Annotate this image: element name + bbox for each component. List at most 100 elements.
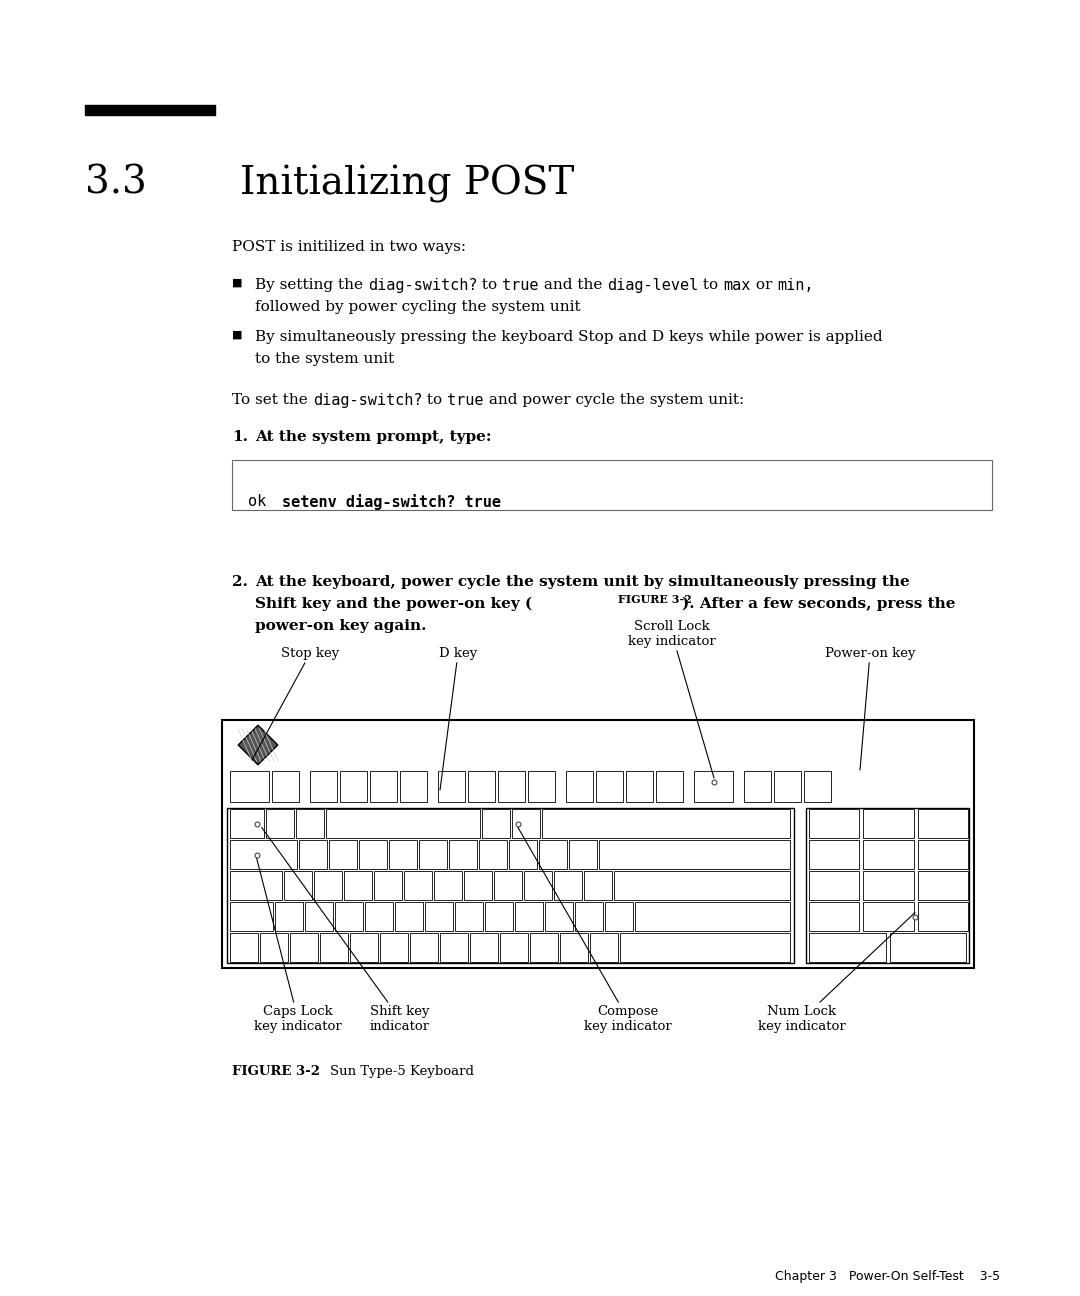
Bar xyxy=(530,933,558,962)
Bar xyxy=(275,902,303,931)
Bar xyxy=(809,840,859,870)
Bar xyxy=(480,840,507,870)
Text: Compose
key indicator: Compose key indicator xyxy=(518,828,672,1033)
Bar xyxy=(227,807,794,963)
Text: true: true xyxy=(447,393,484,408)
Bar xyxy=(806,807,969,963)
Bar xyxy=(509,840,537,870)
Polygon shape xyxy=(239,726,278,765)
Bar xyxy=(863,871,914,899)
Bar xyxy=(500,933,528,962)
Bar xyxy=(232,460,993,511)
Text: D key: D key xyxy=(438,647,477,791)
Text: FIGURE 3-2: FIGURE 3-2 xyxy=(232,1065,320,1078)
Text: diag-switch?: diag-switch? xyxy=(368,279,477,293)
Bar xyxy=(365,902,393,931)
Text: POST is initilized in two ways:: POST is initilized in two ways: xyxy=(232,240,467,254)
Bar xyxy=(482,809,510,839)
Bar xyxy=(569,840,597,870)
Text: Power-on key: Power-on key xyxy=(825,647,915,770)
Text: Shift key and the power-on key (: Shift key and the power-on key ( xyxy=(255,597,532,612)
Bar xyxy=(350,933,378,962)
Text: To set the: To set the xyxy=(232,393,312,407)
Bar xyxy=(230,871,282,899)
Bar xyxy=(389,840,417,870)
Bar xyxy=(291,933,318,962)
Bar xyxy=(528,771,555,802)
Text: to: to xyxy=(477,279,502,292)
Text: 1.: 1. xyxy=(232,430,248,445)
Bar xyxy=(515,902,543,931)
Text: ■: ■ xyxy=(232,279,243,288)
Bar xyxy=(266,809,294,839)
Bar xyxy=(305,902,333,931)
Bar xyxy=(542,809,789,839)
Bar xyxy=(809,933,887,962)
Bar xyxy=(494,871,522,899)
Text: followed by power cycling the system unit: followed by power cycling the system uni… xyxy=(255,299,581,314)
Bar xyxy=(419,840,447,870)
Bar xyxy=(464,871,492,899)
Bar xyxy=(426,902,453,931)
Text: diag-level: diag-level xyxy=(607,279,699,293)
Bar xyxy=(561,933,588,962)
Bar xyxy=(566,771,593,802)
Bar xyxy=(599,840,789,870)
Text: Stop key: Stop key xyxy=(252,647,339,759)
Text: 3.3: 3.3 xyxy=(85,165,147,202)
Bar xyxy=(326,809,480,839)
Bar xyxy=(335,902,363,931)
Bar xyxy=(230,809,264,839)
Bar xyxy=(329,840,357,870)
Bar xyxy=(498,771,525,802)
Bar xyxy=(890,933,966,962)
Bar xyxy=(863,902,914,931)
Bar xyxy=(404,871,432,899)
Text: By simultaneously pressing the keyboard Stop and D keys while power is applied: By simultaneously pressing the keyboard … xyxy=(255,330,882,343)
Text: Sun Type-5 Keyboard: Sun Type-5 Keyboard xyxy=(330,1065,474,1078)
Bar xyxy=(310,771,337,802)
Bar xyxy=(485,902,513,931)
Bar xyxy=(299,840,327,870)
Bar xyxy=(774,771,801,802)
Bar xyxy=(400,771,427,802)
Bar xyxy=(804,771,831,802)
Bar xyxy=(626,771,653,802)
Bar xyxy=(374,871,402,899)
Bar xyxy=(545,902,573,931)
Bar xyxy=(512,809,540,839)
Text: or: or xyxy=(751,279,777,292)
Text: ok: ok xyxy=(248,494,275,509)
Bar xyxy=(296,809,324,839)
Bar xyxy=(345,871,372,899)
Bar xyxy=(272,771,299,802)
Text: and the: and the xyxy=(539,279,607,292)
Bar xyxy=(230,902,273,931)
Bar xyxy=(620,933,789,962)
Bar xyxy=(918,809,968,839)
Bar xyxy=(434,871,462,899)
Text: Caps Lock
key indicator: Caps Lock key indicator xyxy=(254,858,342,1033)
Text: max: max xyxy=(724,279,751,293)
Bar xyxy=(410,933,438,962)
Bar xyxy=(596,771,623,802)
Bar xyxy=(314,871,342,899)
Text: By setting the: By setting the xyxy=(255,279,368,292)
Text: Initializing POST: Initializing POST xyxy=(240,165,575,203)
Text: Scroll Lock
key indicator: Scroll Lock key indicator xyxy=(629,619,716,778)
Text: ). After a few seconds, press the: ). After a few seconds, press the xyxy=(681,597,956,612)
Bar xyxy=(863,809,914,839)
Text: and power cycle the system unit:: and power cycle the system unit: xyxy=(484,393,744,407)
Text: At the keyboard, power cycle the system unit by simultaneously pressing the: At the keyboard, power cycle the system … xyxy=(255,575,909,588)
Bar xyxy=(470,933,498,962)
Bar xyxy=(468,771,495,802)
Bar xyxy=(340,771,367,802)
Bar xyxy=(85,105,215,115)
Bar xyxy=(615,871,789,899)
Text: Num Lock
key indicator: Num Lock key indicator xyxy=(758,912,915,1033)
Bar xyxy=(744,771,771,802)
Bar xyxy=(590,933,618,962)
Bar xyxy=(809,809,859,839)
Bar xyxy=(809,902,859,931)
Text: to: to xyxy=(422,393,447,407)
